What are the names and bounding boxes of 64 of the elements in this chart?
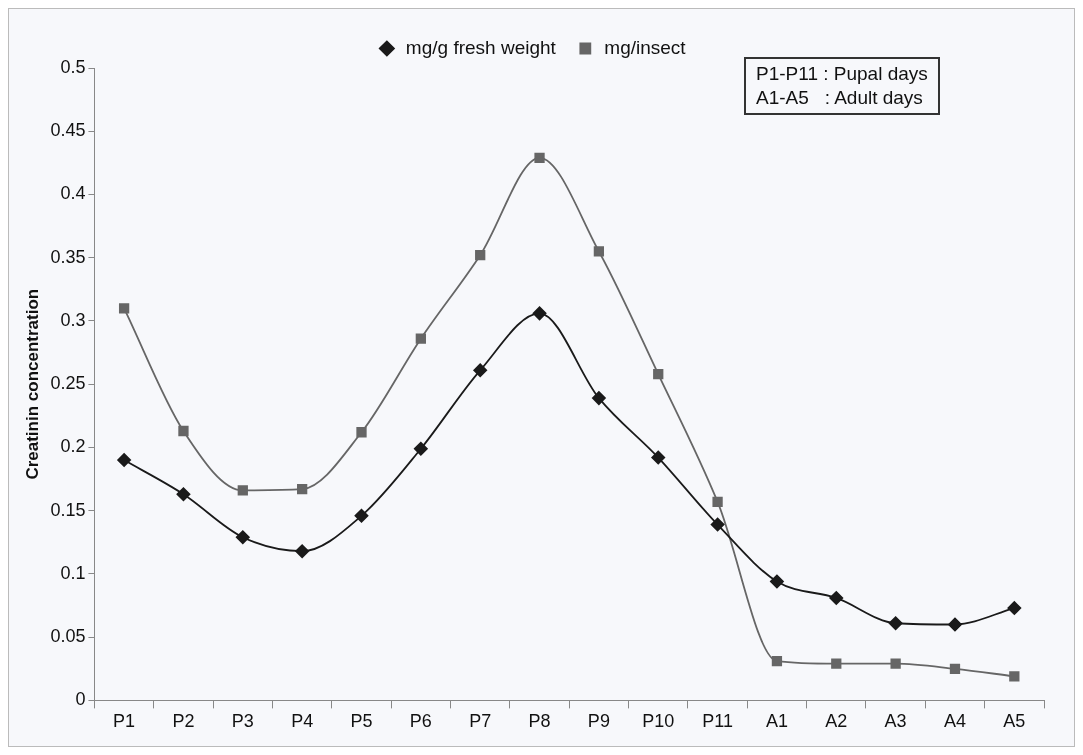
- x-tick-label: P8: [528, 711, 551, 732]
- point: [297, 484, 308, 495]
- x-tick-label: P4: [291, 711, 314, 732]
- legend-label: mg/insect: [604, 36, 687, 58]
- point: [770, 574, 784, 589]
- point: [1009, 671, 1020, 682]
- point: [178, 425, 189, 437]
- x-tick-label: P5: [350, 711, 373, 732]
- x-tick-label: A4: [943, 711, 966, 732]
- x-tick-label: A1: [765, 711, 788, 732]
- point: [237, 485, 248, 496]
- point: [1007, 601, 1022, 615]
- x-tick-label: P3: [231, 711, 254, 732]
- x-tick-label: P11: [702, 711, 733, 732]
- legend-label: mg/g fresh weight: [405, 36, 557, 58]
- y-tick-label: 0: [75, 689, 86, 710]
- x-tick-label: P10: [642, 711, 675, 732]
- point: [117, 453, 132, 467]
- point: [356, 427, 367, 438]
- x-tick-label: A2: [825, 711, 848, 732]
- point: [591, 391, 606, 406]
- y-axis-title: Creatinin concentration: [22, 288, 42, 480]
- point: [829, 591, 844, 605]
- point: [235, 530, 250, 545]
- point: [949, 663, 961, 674]
- point: [593, 246, 605, 257]
- x-tick-label: P7: [469, 711, 492, 732]
- x-tick-label: A3: [884, 711, 907, 732]
- point: [712, 496, 723, 507]
- point: [710, 517, 725, 532]
- point: [118, 303, 130, 314]
- y-tick-label: 0.15: [50, 499, 86, 520]
- point: [532, 306, 547, 321]
- x-tick-label: P9: [587, 711, 610, 732]
- y-tick-label: 0.4: [60, 183, 86, 204]
- y-tick-label: 0.25: [50, 373, 86, 394]
- y-tick-label: 0.1: [60, 562, 86, 583]
- point: [888, 616, 903, 631]
- point: [948, 617, 962, 632]
- point: [534, 152, 545, 163]
- point: [771, 656, 783, 667]
- x-tick-label: A5: [1003, 711, 1026, 732]
- point: [413, 441, 428, 456]
- y-tick-label: 0.05: [50, 626, 86, 647]
- point: [354, 508, 369, 523]
- annotation: A1-A5 : Adult days: [756, 86, 924, 110]
- annotation: P1-P11 : Pupal days: [756, 62, 928, 86]
- y-tick-label: 0.5: [60, 56, 86, 77]
- point: [475, 250, 486, 261]
- point: [653, 368, 664, 380]
- y-tick-label: 0.3: [60, 309, 86, 330]
- x-tick-label: P2: [172, 711, 195, 732]
- y-tick-label: 0.35: [50, 246, 86, 267]
- point: [295, 544, 310, 559]
- point: [176, 487, 191, 502]
- point: [831, 658, 842, 669]
- x-tick-label: P1: [113, 711, 136, 732]
- point: [651, 450, 666, 465]
- y-tick-label: 0.2: [60, 436, 86, 457]
- point: [473, 363, 488, 378]
- x-tick-label: P6: [409, 711, 432, 732]
- point: [890, 658, 901, 669]
- point: [415, 333, 426, 344]
- y-tick-label: 0.45: [50, 120, 86, 141]
